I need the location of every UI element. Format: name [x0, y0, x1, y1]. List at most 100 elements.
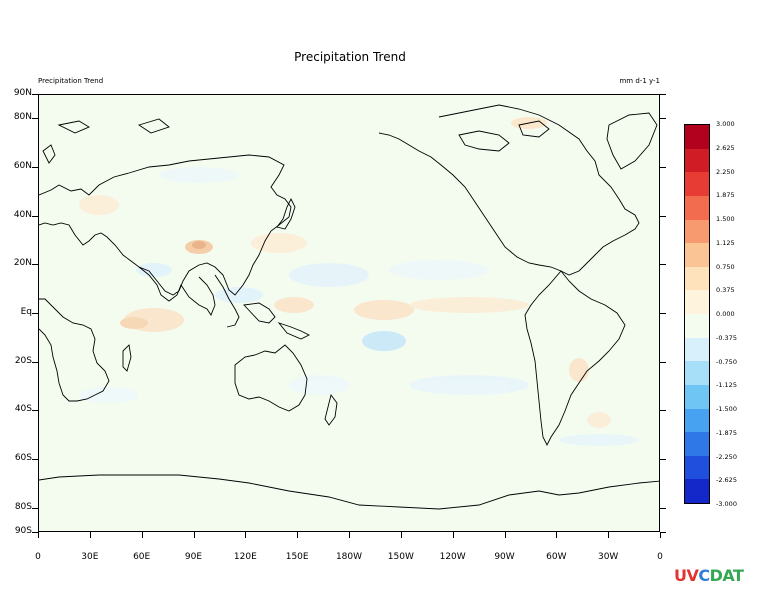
lon-tick	[193, 532, 195, 538]
lon-tick	[89, 532, 91, 538]
colorbar-label: 3.000	[716, 120, 735, 128]
colorbar-label: 1.125	[716, 238, 735, 247]
lon-label: 150W	[387, 552, 414, 562]
colorbar-label: -1.875	[716, 428, 737, 437]
lat-tick	[32, 361, 38, 363]
lat-label: 20S	[14, 355, 32, 366]
lon-tick	[400, 532, 402, 538]
colorbar-segment	[685, 195, 709, 220]
colorbar-label: -2.625	[716, 476, 737, 485]
lon-tick	[349, 532, 350, 538]
lat-tick	[32, 167, 38, 168]
lon-label: 150E	[285, 552, 309, 562]
lat-label: 80S	[14, 501, 32, 512]
lat-tick	[32, 94, 38, 95]
lat-tick-right	[660, 313, 666, 314]
coastlines	[39, 104, 659, 510]
lat-tick-right	[660, 361, 666, 363]
units-label: mm d-1 y-1	[619, 77, 660, 85]
lon-label: 30W	[597, 552, 619, 562]
lon-label: 120E	[233, 552, 257, 562]
colorbar-segment	[685, 148, 709, 173]
colorbar	[684, 124, 710, 504]
lat-label: 60S	[14, 453, 32, 463]
colorbar-label: -3.000	[716, 500, 737, 508]
colorbar-segment	[685, 290, 709, 314]
lon-label: 120W	[439, 552, 466, 562]
colorbar-segment	[685, 479, 709, 503]
lat-tick	[32, 410, 38, 412]
lon-tick	[38, 532, 39, 538]
subtitle-left: Precipitation Trend	[38, 77, 104, 85]
lon-tick	[452, 532, 454, 538]
colorbar-segment	[685, 337, 709, 362]
lon-tick	[504, 532, 506, 538]
colorbar-label: -1.500	[716, 405, 737, 413]
lat-label: 40S	[14, 404, 32, 415]
lon-label: 30E	[81, 552, 99, 562]
lon-label: 0	[35, 552, 41, 562]
lat-label: 80N	[13, 112, 32, 123]
lat-tick	[32, 264, 38, 266]
precip-map-svg	[39, 104, 659, 510]
lon-label: 90E	[184, 552, 203, 562]
colorbar-label: 0.750	[716, 262, 735, 271]
lon-tick	[245, 532, 247, 538]
colorbar-segment	[685, 172, 709, 196]
map-title: Precipitation Trend	[294, 50, 406, 64]
lat-label: 20N	[13, 258, 32, 269]
colorbar-label: -1.125	[716, 381, 737, 390]
lat-tick-right	[660, 532, 666, 533]
lat-tick	[32, 118, 38, 120]
lat-tick-right	[660, 507, 666, 509]
lon-tick	[660, 532, 661, 538]
lat-tick	[32, 215, 38, 217]
colorbar-segment	[685, 266, 709, 291]
colorbar-label: 2.625	[716, 143, 735, 152]
colorbar-segment	[685, 455, 709, 480]
uvcdat-logo: UVCDAT	[674, 566, 744, 585]
lat-tick-right	[660, 118, 666, 120]
lon-tick	[297, 532, 299, 538]
colorbar-segment	[685, 314, 709, 338]
lat-tick-right	[660, 410, 666, 412]
lat-label: 60N	[13, 161, 32, 171]
colorbar-label: -2.250	[716, 452, 737, 461]
lon-label: 0	[657, 552, 663, 562]
colorbar-label: -0.375	[716, 333, 737, 342]
colorbar-label: 1.875	[716, 191, 735, 200]
lat-label: 40N	[13, 209, 32, 220]
lat-tick	[32, 507, 38, 509]
anomaly-field	[79, 117, 639, 446]
lat-label: Eq	[20, 307, 32, 317]
colorbar-label: 0.375	[716, 286, 735, 295]
lat-tick	[32, 459, 38, 460]
lat-tick-right	[660, 459, 666, 460]
colorbar-segment	[685, 432, 709, 456]
colorbar-segment	[685, 243, 709, 267]
colorbar-segment	[685, 384, 709, 409]
colorbar-label: 0.000	[716, 310, 735, 318]
colorbar-segment	[685, 408, 709, 433]
lon-tick	[556, 532, 558, 538]
colorbar-label: -0.750	[716, 357, 737, 366]
lat-tick	[32, 532, 38, 533]
map-plot-area	[38, 94, 660, 532]
lon-label: 90W	[494, 552, 515, 562]
lat-label: 90N	[13, 88, 32, 98]
lat-tick-right	[660, 264, 666, 266]
colorbar-segment	[685, 219, 709, 244]
lat-tick-right	[660, 167, 666, 168]
lat-tick	[32, 313, 38, 314]
lat-tick-right	[660, 94, 666, 95]
colorbar-segment	[685, 125, 709, 149]
lat-tick-right	[660, 215, 666, 217]
lon-tick	[141, 532, 143, 538]
lat-label: 90S	[14, 526, 32, 536]
colorbar-label: 1.500	[716, 215, 735, 223]
lon-label: 60W	[546, 552, 567, 562]
colorbar-segment	[685, 361, 709, 385]
lon-label: 180W	[335, 552, 363, 562]
lon-label: 60E	[133, 552, 151, 562]
lon-tick	[608, 532, 610, 538]
